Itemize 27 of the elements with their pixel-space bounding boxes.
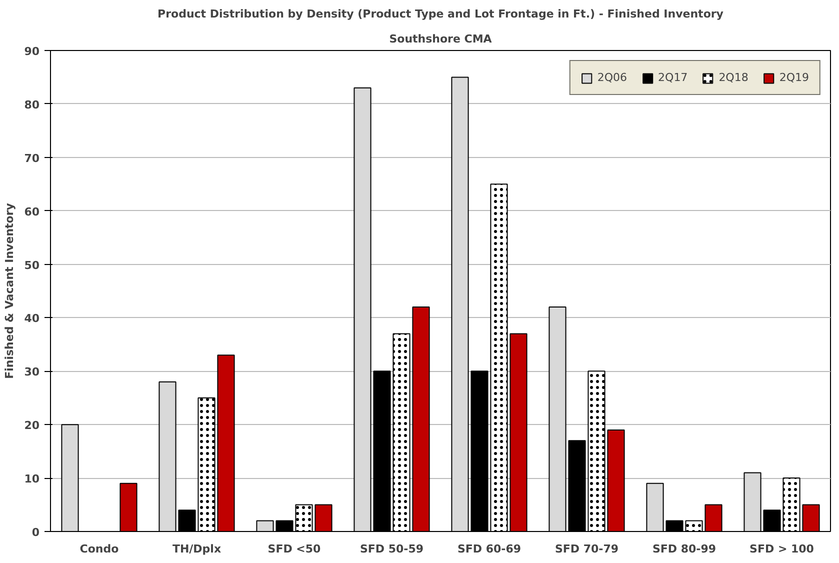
- y-tick-label: 30: [24, 366, 40, 379]
- y-tick-label: 90: [24, 45, 40, 58]
- y-tick-label: 40: [24, 312, 40, 326]
- y-tick-label: 0: [32, 526, 40, 539]
- legend-label: 2Q06: [597, 71, 628, 84]
- legend-label: 2Q18: [718, 71, 748, 84]
- bar: [61, 424, 79, 532]
- x-tick-label: TH/Dplx: [172, 542, 222, 556]
- chart-subtitle: Southshore CMA: [389, 32, 492, 46]
- y-tick-label: 80: [24, 98, 40, 112]
- legend-label: 2Q19: [779, 71, 809, 84]
- y-tick-label: 10: [24, 472, 40, 486]
- chart-title: Product Distribution by Density (Product Type and Lot Frontage in Ft.) - Finished Inventory: [158, 8, 724, 20]
- legend-label: 2Q17: [658, 71, 688, 84]
- x-tick-label: SFD 70-79: [554, 542, 619, 556]
- x-tick-label: SFD > 100: [750, 542, 814, 556]
- x-tick-label: SFD 50-59: [360, 542, 424, 556]
- y-axis-title: Finished & Vacant Inventory: [3, 203, 16, 379]
- y-tick-label: 50: [24, 258, 40, 272]
- x-tick-label: Condo: [80, 542, 120, 556]
- y-tick-label: 70: [24, 152, 40, 165]
- x-tick-label: SFD 60-69: [457, 542, 522, 556]
- y-tick-label: 60: [24, 205, 40, 218]
- x-tick-label: SFD <50: [268, 542, 322, 556]
- bar: [120, 482, 138, 532]
- y-tick-label: 20: [24, 419, 40, 432]
- x-tick-label: SFD 80-99: [652, 542, 716, 556]
